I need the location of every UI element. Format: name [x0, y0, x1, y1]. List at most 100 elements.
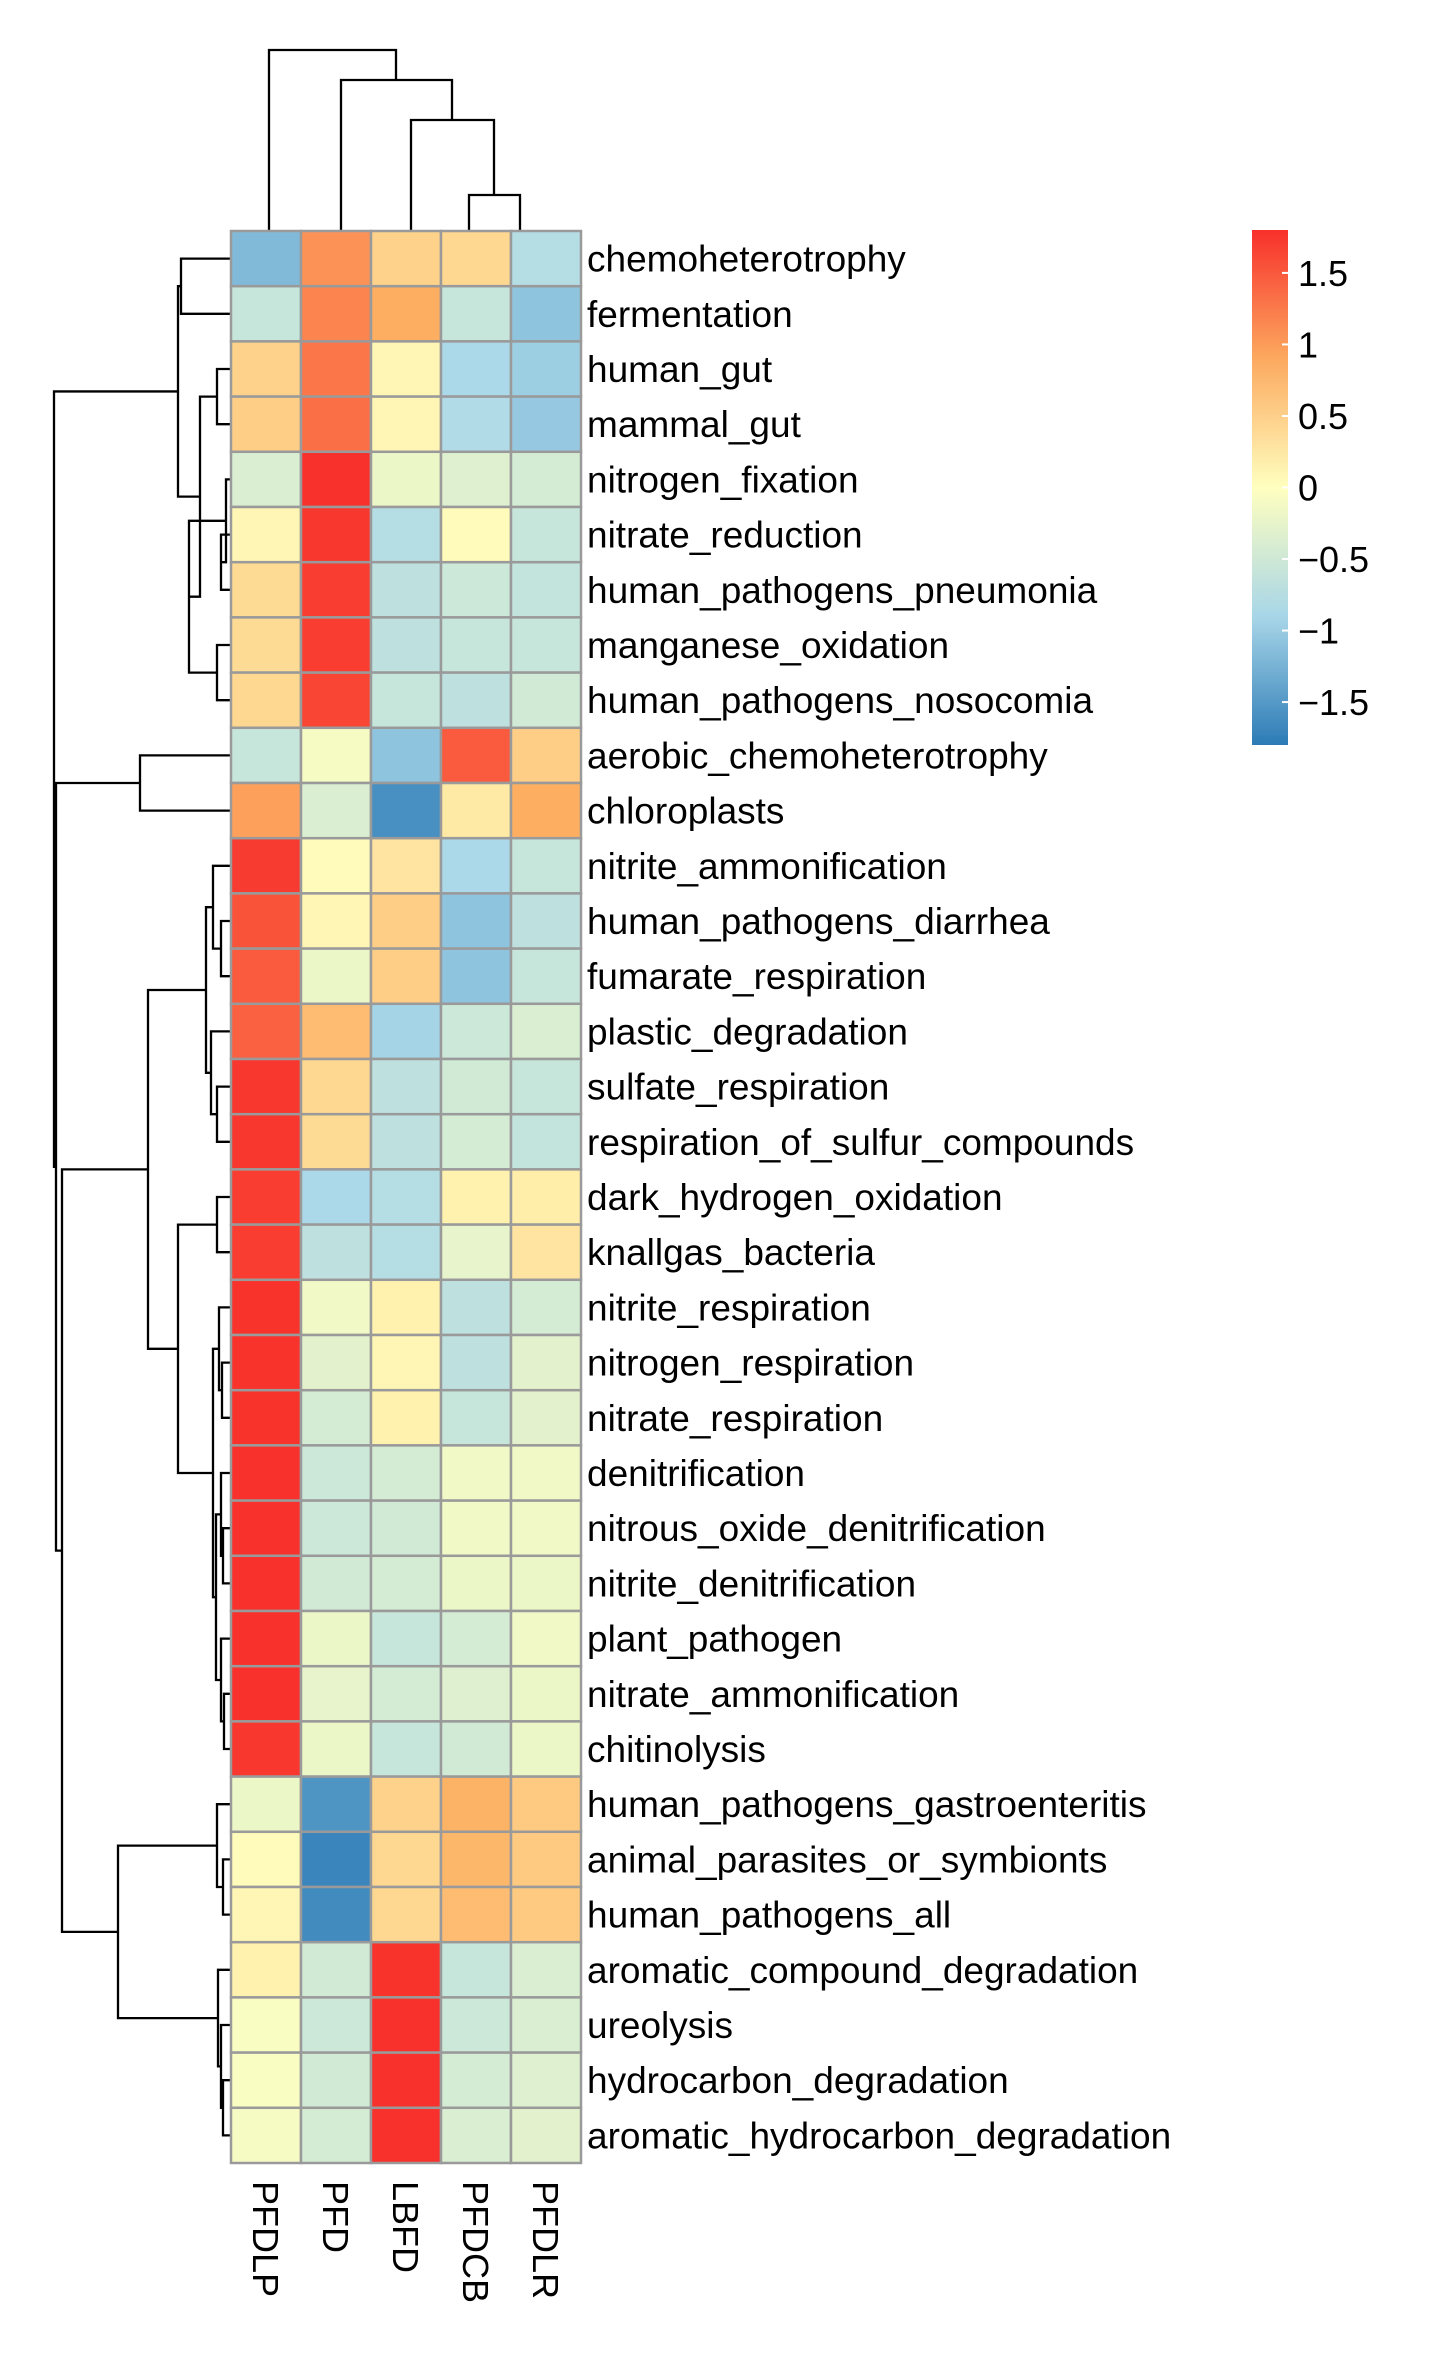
heatmap-cell-human_pathogens_gastroenteritis-LBFD [369, 1775, 443, 1834]
heatmap-cell-nitrate_respiration-PFD [299, 1388, 373, 1447]
heatmap-cell-nitrous_oxide_denitrification-PFDLP [229, 1499, 303, 1558]
heatmap-cell-aromatic_compound_degradation-PFD [299, 1940, 373, 1999]
row-label-nitrite_denitrification: nitrite_denitrification [587, 1563, 916, 1604]
heatmap-cell-human_pathogens_nosocomia-PFDLP [229, 671, 303, 730]
heatmap-cell-manganese_oxidation-PFDLP [229, 616, 303, 674]
heatmap-cell-dark_hydrogen_oxidation-PFD [299, 1168, 373, 1226]
row-label-nitrate_respiration: nitrate_respiration [587, 1398, 883, 1439]
row-dendrogram-branch-24 [176, 1223, 217, 1475]
row-label-aromatic_compound_degradation: aromatic_compound_degradation [587, 1950, 1138, 1991]
heatmap-cell-sulfate_respiration-PFDLR [509, 1057, 583, 1116]
heatmap-cell-nitrite_respiration-LBFD [369, 1278, 443, 1337]
heatmap-cell-animal_parasites_or_symbionts-PFD [299, 1830, 373, 1889]
heatmap-cell-human_pathogens_nosocomia-PFD [299, 671, 373, 730]
heatmap-cell-denitrification-PFDCB [439, 1444, 513, 1502]
heatmap-cell-plant_pathogen-PFDLP [229, 1609, 303, 1668]
heatmap-cell-plastic_degradation-LBFD [369, 1002, 443, 1061]
row-label-human_gut: human_gut [587, 349, 773, 390]
heatmap-cell-denitrification-PFDLP [229, 1444, 303, 1502]
heatmap-cell-chemoheterotrophy-LBFD [369, 229, 443, 288]
heatmap-cell-ureolysis-PFDLP [229, 1996, 303, 2054]
column-label-PFDLR: PFDLR [525, 2181, 566, 2299]
heatmap-cell-dark_hydrogen_oxidation-PFDLP [229, 1168, 303, 1226]
heatmap-cell-human_pathogens_all-PFDLR [509, 1885, 583, 1944]
heatmap-cell-nitrate_ammonification-PFD [299, 1664, 373, 1723]
heatmap-cell-animal_parasites_or_symbionts-PFDLP [229, 1830, 303, 1889]
row-label-human_pathogens_nosocomia: human_pathogens_nosocomia [587, 680, 1093, 721]
row-label-chitinolysis: chitinolysis [587, 1729, 766, 1770]
heatmap-cell-dark_hydrogen_oxidation-PFDCB [439, 1168, 513, 1226]
heatmap-cell-ureolysis-LBFD [369, 1996, 443, 2054]
heatmap-cell-human_pathogens_diarrhea-LBFD [369, 892, 443, 950]
heatmap-cell-human_pathogens_gastroenteritis-PFD [299, 1775, 373, 1834]
heatmap-cell-sulfate_respiration-LBFD [369, 1057, 443, 1116]
heatmap-cell-manganese_oxidation-PFD [299, 616, 373, 674]
row-dendrogram-branch-15 [215, 1195, 231, 1254]
legend-tick-label: 0.5 [1298, 396, 1348, 437]
heatmap-cell-human_pathogens_diarrhea-PFDLP [229, 892, 303, 950]
heatmap-cell-nitrogen_fixation-PFD [299, 450, 373, 509]
heatmap-cell-chemoheterotrophy-PFDLP [229, 229, 303, 288]
heatmap-cell-mammal_gut-PFD [299, 395, 373, 454]
heatmap-cell-nitrate_respiration-LBFD [369, 1388, 443, 1447]
heatmap-cell-fermentation-PFDLR [509, 284, 583, 343]
heatmap-cell-human_pathogens_pneumonia-PFDLR [509, 560, 583, 619]
heatmap-cell-nitrogen_respiration-LBFD [369, 1333, 443, 1392]
column-label-PFD: PFD [315, 2181, 356, 2253]
heatmap-cell-aerobic_chemoheterotrophy-PFDLP [229, 726, 303, 785]
heatmap-cell-plant_pathogen-PFD [299, 1609, 373, 1668]
row-dendrogram-branch-10 [219, 919, 231, 978]
heatmap-cell-aromatic_hydrocarbon_degradation-PFDLR [509, 2106, 583, 2165]
row-label-nitrate_ammonification: nitrate_ammonification [587, 1674, 959, 1715]
heatmap-cell-fumarate_respiration-PFDCB [439, 947, 513, 1006]
legend-tick-label: 1.5 [1298, 253, 1348, 294]
heatmap-cell-aromatic_hydrocarbon_degradation-LBFD [369, 2106, 443, 2165]
heatmap-cell-nitrite_ammonification-PFDCB [439, 836, 513, 895]
column-dendrogram-branch-3 [339, 78, 454, 231]
heatmap-cell-human_pathogens_gastroenteritis-PFDLP [229, 1775, 303, 1834]
row-label-plant_pathogen: plant_pathogen [587, 1619, 842, 1660]
heatmap-cell-aromatic_compound_degradation-PFDLR [509, 1940, 583, 1999]
row-label-aerobic_chemoheterotrophy: aerobic_chemoheterotrophy [587, 735, 1048, 776]
heatmap-cell-nitrogen_fixation-PFDCB [439, 450, 513, 509]
heatmap-cell-mammal_gut-LBFD [369, 395, 443, 454]
row-label-fermentation: fermentation [587, 294, 793, 335]
row-label-manganese_oxidation: manganese_oxidation [587, 625, 949, 666]
heatmap-cell-plant_pathogen-PFDCB [439, 1609, 513, 1668]
heatmap-cell-nitrate_reduction-LBFD [369, 505, 443, 564]
heatmap-cell-hydrocarbon_degradation-PFDLP [229, 2051, 303, 2110]
row-label-animal_parasites_or_symbionts: animal_parasites_or_symbionts [587, 1839, 1107, 1880]
heatmap-cell-plant_pathogen-PFDLR [509, 1609, 583, 1668]
heatmap-cell-fermentation-PFDCB [439, 284, 513, 343]
heatmap-cell-aerobic_chemoheterotrophy-PFDCB [439, 726, 513, 785]
heatmap-cell-nitrite_denitrification-LBFD [369, 1554, 443, 1613]
heatmap-cell-human_gut-PFD [299, 340, 373, 398]
heatmap-cell-human_pathogens_diarrhea-PFDLR [509, 892, 583, 950]
heatmap-cell-human_gut-LBFD [369, 340, 443, 398]
heatmap-cell-human_pathogens_all-PFDCB [439, 1885, 513, 1944]
heatmap-cell-animal_parasites_or_symbionts-PFDLR [509, 1830, 583, 1889]
heatmap-cell-ureolysis-PFDLR [509, 1996, 583, 2054]
column-label-PFDLP: PFDLP [245, 2181, 286, 2297]
row-label-ureolysis: ureolysis [587, 2005, 733, 2046]
heatmap-cell-human_pathogens_nosocomia-LBFD [369, 671, 443, 730]
heatmap-cell-chemoheterotrophy-PFDCB [439, 229, 513, 288]
heatmap-cell-nitrite_denitrification-PFD [299, 1554, 373, 1613]
row-label-human_pathogens_diarrhea: human_pathogens_diarrhea [587, 901, 1050, 942]
heatmap-cell-fermentation-PFD [299, 284, 373, 343]
heatmap-cell-human_pathogens_all-LBFD [369, 1885, 443, 1944]
legend-tick-label: −1 [1298, 611, 1339, 652]
heatmap-cell-fumarate_respiration-LBFD [369, 947, 443, 1006]
heatmap-cell-nitrate_reduction-PFDCB [439, 505, 513, 564]
row-label-hydrocarbon_degradation: hydrocarbon_degradation [587, 2060, 1009, 2101]
row-label-respiration_of_sulfur_compounds: respiration_of_sulfur_compounds [587, 1122, 1134, 1163]
heatmap-cell-chitinolysis-PFDCB [439, 1720, 513, 1778]
heatmap-cell-nitrite_denitrification-PFDCB [439, 1554, 513, 1613]
heatmap-cell-nitrogen_respiration-PFDLR [509, 1333, 583, 1392]
row-dendrogram-branch-3 [215, 643, 231, 702]
heatmap-cell-respiration_of_sulfur_compounds-PFDCB [439, 1112, 513, 1171]
row-label-nitrous_oxide_denitrification: nitrous_oxide_denitrification [587, 1508, 1046, 1549]
heatmap-cell-nitrite_denitrification-PFDLR [509, 1554, 583, 1613]
row-dendrogram-branch-12 [215, 1085, 231, 1143]
